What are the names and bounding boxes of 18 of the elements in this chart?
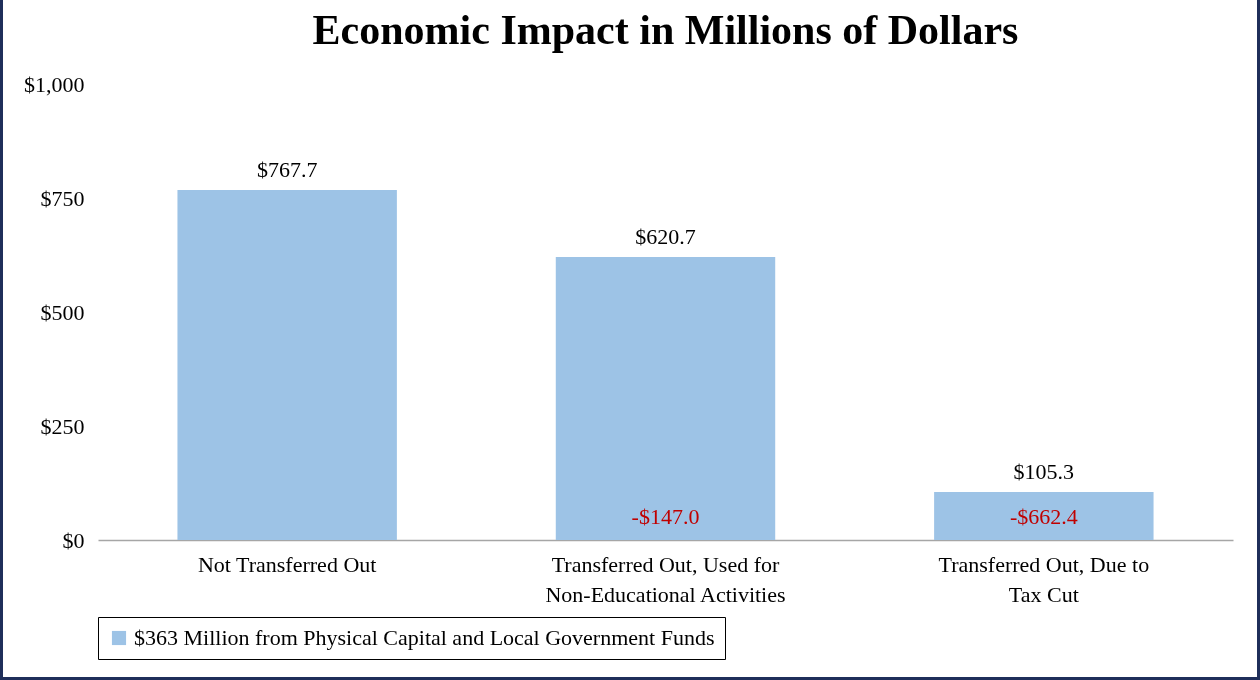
data-label: $767.7	[256, 156, 318, 182]
bar	[555, 256, 776, 540]
x-tick-label: Transferred Out, Due to Tax Cut	[938, 551, 1150, 607]
annotation: -$662.4	[1009, 504, 1078, 530]
annotation: -$147.0	[631, 504, 700, 530]
y-tick-label: $1,000	[24, 71, 85, 97]
y-tick-label: $750	[40, 185, 85, 211]
data-label: $105.3	[1013, 458, 1075, 484]
x-tick-label: Not Transferred Out	[197, 551, 377, 577]
bar	[177, 189, 397, 540]
bar	[934, 491, 1154, 540]
legend-label: $363 Million from Physical Capital and Local Government Funds	[134, 625, 715, 650]
y-tick-label: $0	[62, 527, 85, 553]
x-tick-label: Transferred Out, Used for Non-Educational Activities	[545, 551, 786, 607]
y-tick-label: $500	[40, 299, 85, 325]
y-tick-label: $250	[40, 413, 85, 439]
chart-title: Economic Impact in Millions of Dollars	[312, 7, 1019, 53]
data-label: $620.7	[635, 223, 696, 249]
